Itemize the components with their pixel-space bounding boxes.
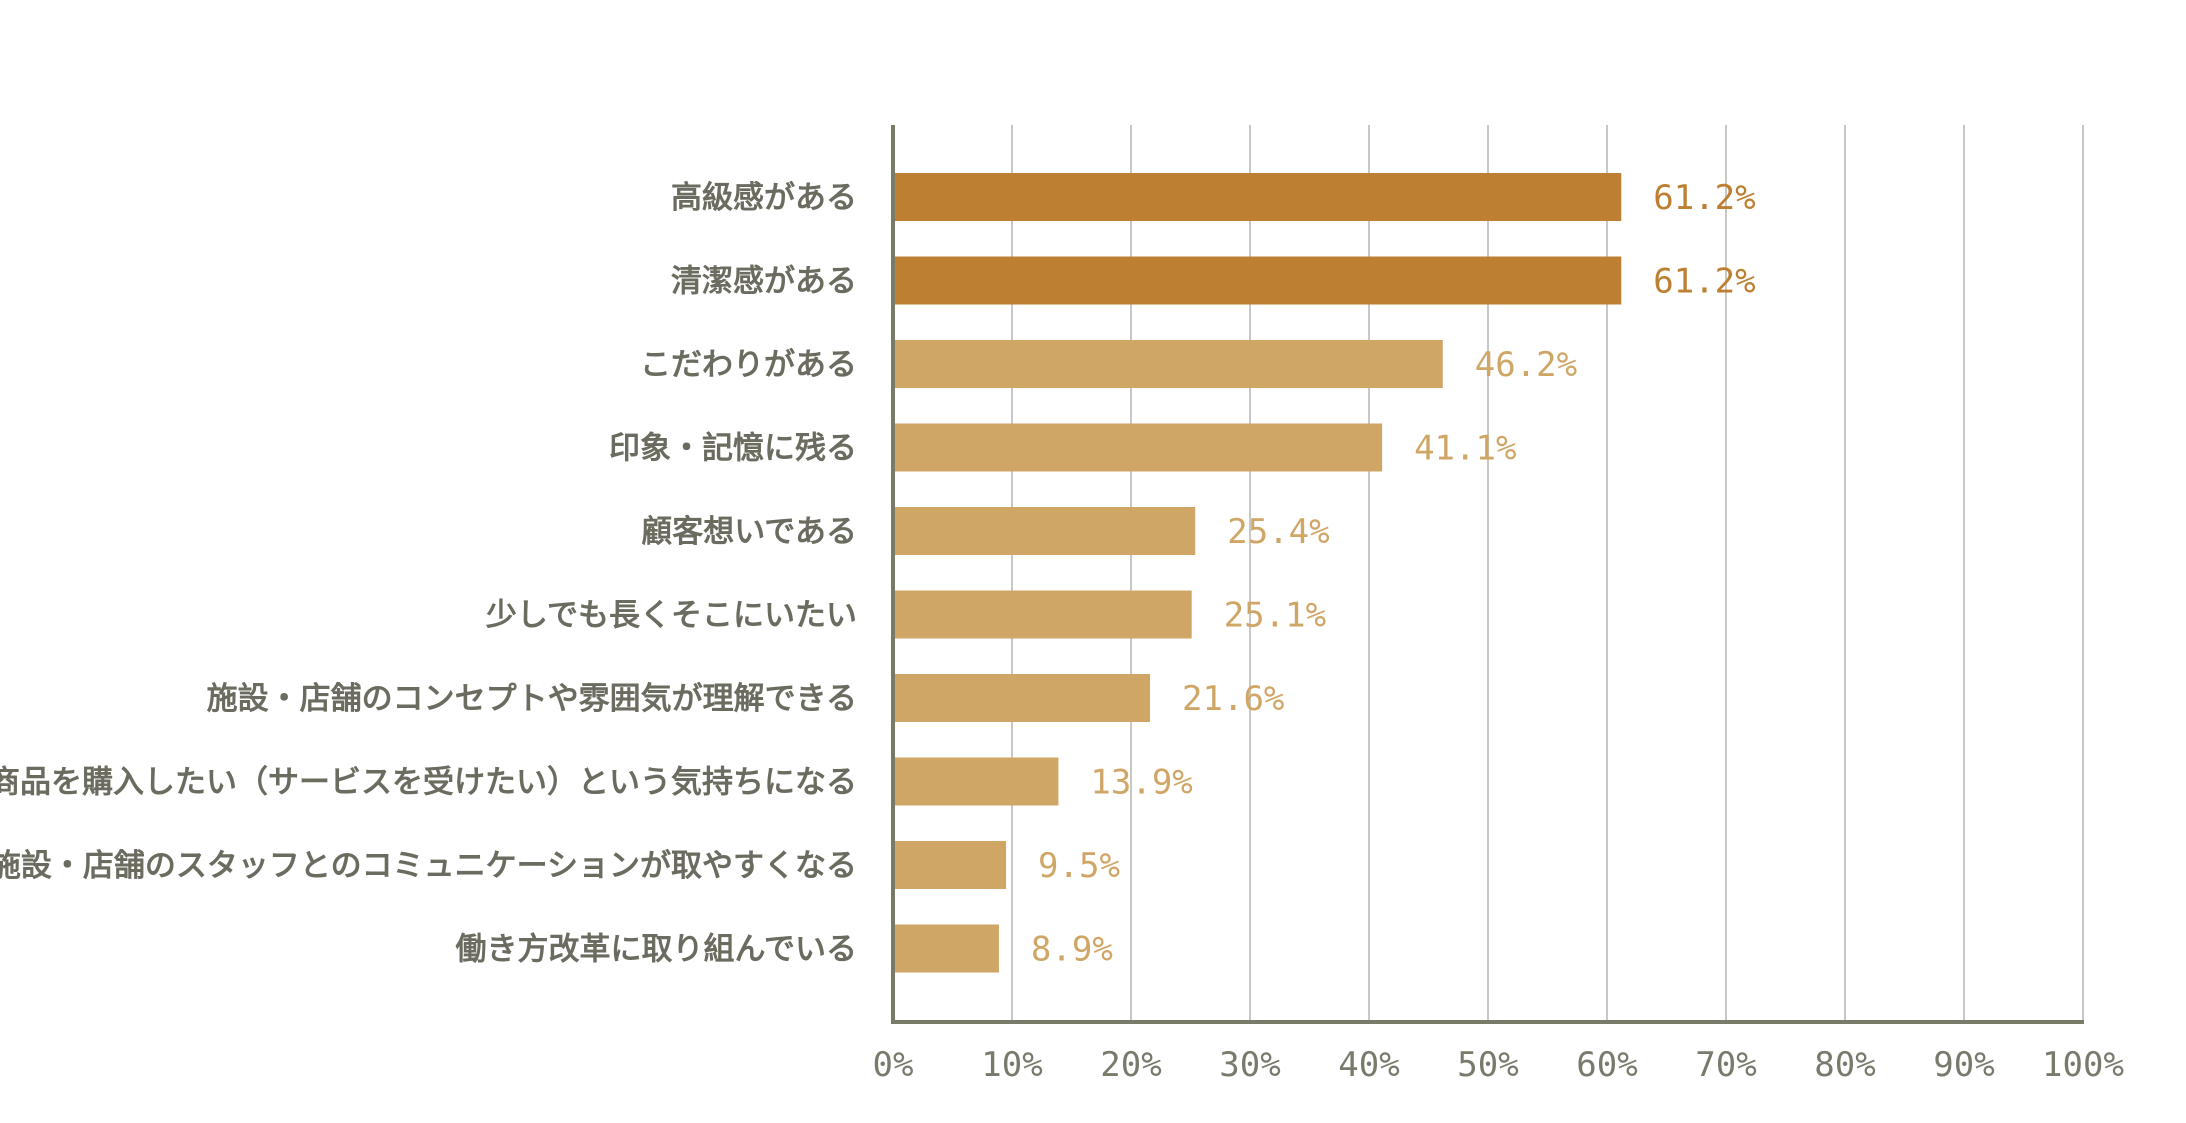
x-tick-label: 80% xyxy=(1814,1045,1875,1085)
category-label: 印象・記憶に残る xyxy=(609,431,857,467)
x-tick-label: 40% xyxy=(1338,1045,1399,1085)
bar xyxy=(893,924,999,973)
bar xyxy=(893,423,1383,472)
x-tick-label: 50% xyxy=(1457,1045,1518,1085)
bar xyxy=(893,841,1007,889)
bar xyxy=(893,256,1622,305)
category-label: 働き方改革に取り組んでいる xyxy=(456,932,857,968)
value-label: 61.2% xyxy=(1653,178,1755,218)
value-label: 25.1% xyxy=(1224,596,1326,636)
bar xyxy=(893,674,1151,722)
bars xyxy=(893,173,1622,973)
value-label: 41.1% xyxy=(1414,429,1516,469)
value-label: 13.9% xyxy=(1090,763,1192,803)
bar xyxy=(893,757,1059,806)
x-tick-label: 90% xyxy=(1933,1045,1994,1085)
bar xyxy=(893,507,1196,555)
x-tick-labels: 0% 10% 20% 30% 40% 50% 60% 70% 80% 90% 100% xyxy=(873,1045,2124,1085)
bar xyxy=(893,590,1192,639)
x-tick-label: 30% xyxy=(1219,1045,1280,1085)
category-label: 清潔感がある xyxy=(671,264,857,300)
value-label: 8.9% xyxy=(1031,930,1113,970)
value-labels: 61.2% 61.2% 46.2% 41.1% 25.4% 25.1% 21.6% 13.9%… xyxy=(1031,178,1756,970)
x-tick-label: 70% xyxy=(1695,1045,1756,1085)
category-labels: 高級感がある清潔感があるこだわりがある印象・記憶に残る顧客想いである少しでも長く… xyxy=(0,180,857,968)
category-label: 商品を購入したい（サービスを受けたい）という気持ちになる xyxy=(0,765,857,801)
axes xyxy=(891,125,2084,1024)
category-label: こだわりがある xyxy=(640,347,857,383)
category-label: 顧客想いである xyxy=(641,514,857,550)
x-tick-label: 60% xyxy=(1576,1045,1637,1085)
category-label: 高級感がある xyxy=(671,180,857,216)
bar xyxy=(893,340,1443,388)
x-tick-label: 20% xyxy=(1100,1045,1161,1085)
value-label: 21.6% xyxy=(1182,679,1284,719)
value-label: 25.4% xyxy=(1227,512,1329,552)
value-label: 46.2% xyxy=(1475,345,1577,385)
value-label: 61.2% xyxy=(1653,262,1755,302)
x-tick-label: 100% xyxy=(2042,1045,2124,1085)
x-tick-label: 0% xyxy=(873,1045,914,1085)
value-label: 9.5% xyxy=(1038,846,1120,886)
category-label: 少しでも長くそこにいたい xyxy=(486,598,857,634)
category-label: 施設・店舗のコンセプトや雰囲気が理解できる xyxy=(207,681,857,717)
x-tick-label: 10% xyxy=(981,1045,1042,1085)
category-label: 施設・店舗のスタッフとのコミュニケーションが取やすくなる xyxy=(0,848,857,884)
bar xyxy=(893,173,1622,221)
